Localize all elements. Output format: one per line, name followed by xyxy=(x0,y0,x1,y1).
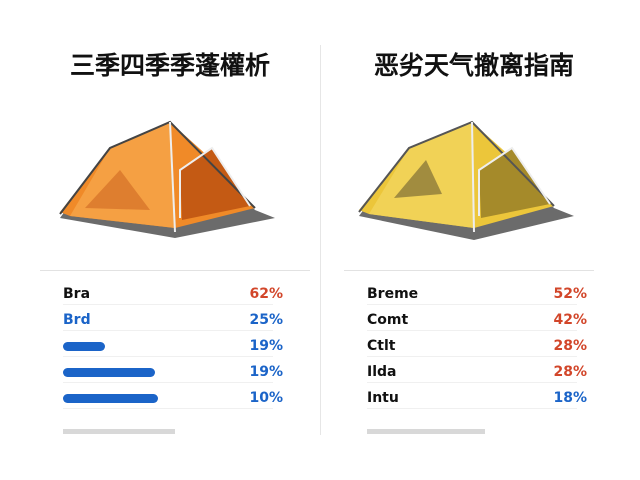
row: Ctlt 28% xyxy=(367,336,587,357)
row: 19% xyxy=(63,336,283,357)
row: Intu 18% xyxy=(367,388,587,409)
panel-title: 恶劣天气撤离指南 xyxy=(373,51,574,80)
bar xyxy=(63,368,155,377)
row-label: Ilda xyxy=(367,364,397,380)
tent-image xyxy=(59,120,275,238)
tent-image xyxy=(358,120,574,240)
row-value: 62% xyxy=(249,286,283,302)
bar xyxy=(63,342,105,351)
row: 19% xyxy=(63,362,283,383)
row: Bra 62% xyxy=(63,284,283,305)
row-value: 42% xyxy=(553,312,587,328)
row: Ilda 28% xyxy=(367,362,587,383)
panel-title: 三季四季季蓬權析 xyxy=(69,51,270,80)
footnote xyxy=(63,429,175,434)
row-value: 25% xyxy=(249,312,283,328)
row-label: Brd xyxy=(63,312,91,328)
row: Brd 25% xyxy=(63,310,283,331)
footnote xyxy=(367,429,485,434)
row: Comt 42% xyxy=(367,310,587,331)
row-label: Comt xyxy=(367,312,409,328)
row-label: Ctlt xyxy=(367,338,396,354)
row: Breme 52% xyxy=(367,284,587,305)
divider-rule xyxy=(40,270,310,271)
row-value: 52% xyxy=(553,286,587,302)
row-value: 19% xyxy=(249,364,283,380)
row-value: 28% xyxy=(553,338,587,354)
divider xyxy=(320,45,321,435)
divider-rule xyxy=(344,270,594,271)
row-label: Intu xyxy=(367,390,399,406)
row-label: Breme xyxy=(367,286,419,302)
row-label: Bra xyxy=(63,286,91,302)
bar xyxy=(63,394,158,403)
row-value: 18% xyxy=(553,390,587,406)
row-value: 19% xyxy=(249,338,283,354)
row: 10% xyxy=(63,388,283,409)
right-panel: 恶劣天气撤离指南 Breme 52% Comt 42% Ctlt 28% Ilda 28… xyxy=(344,0,604,480)
left-panel: 三季四季季蓬權析 Bra 62% Brd 25% 19% 19% 10% xyxy=(40,0,310,480)
row-value: 10% xyxy=(249,390,283,406)
row-value: 28% xyxy=(553,364,587,380)
